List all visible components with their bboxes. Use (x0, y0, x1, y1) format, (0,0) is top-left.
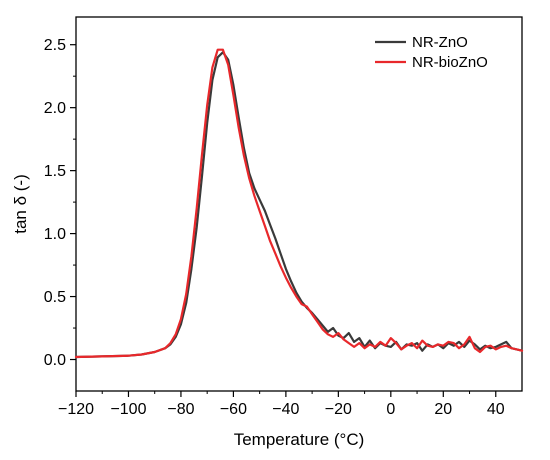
legend-label-nr-zno: NR-ZnO (412, 34, 468, 51)
x-tick-label: 20 (434, 401, 452, 418)
x-axis-ticks: −120 −100 −80 −60 −40 −20 0 20 40 (58, 391, 505, 418)
x-tick-label: −60 (220, 401, 247, 418)
series-line-nr-zno (74, 51, 524, 359)
y-tick-label: 0.5 (44, 289, 66, 306)
legend: NR-ZnO NR-bioZnO (375, 34, 488, 71)
series-line-nr-biozno (74, 48, 524, 359)
y-tick-label: 1.5 (44, 163, 66, 180)
x-tick-label: 40 (487, 401, 505, 418)
x-tick-label: −100 (110, 401, 146, 418)
series-group (74, 48, 524, 359)
plot-frame (75, 16, 523, 392)
y-axis-title: tan δ (-) (11, 174, 30, 234)
y-axis-ticks: 0.0 0.5 1.0 1.5 2.0 2.5 (44, 37, 76, 369)
y-tick-label: 0.0 (44, 352, 66, 369)
y-tick-label: 2.5 (44, 37, 66, 54)
x-tick-label: 0 (386, 401, 395, 418)
x-axis-title: Temperature (°C) (234, 430, 365, 449)
x-tick-label: −40 (272, 401, 299, 418)
x-tick-label: −80 (167, 401, 194, 418)
x-tick-label: −120 (58, 401, 94, 418)
x-tick-label: −20 (325, 401, 352, 418)
y-tick-label: 2.0 (44, 100, 66, 117)
legend-label-nr-biozno: NR-bioZnO (412, 54, 488, 71)
y-tick-label: 1.0 (44, 226, 66, 243)
